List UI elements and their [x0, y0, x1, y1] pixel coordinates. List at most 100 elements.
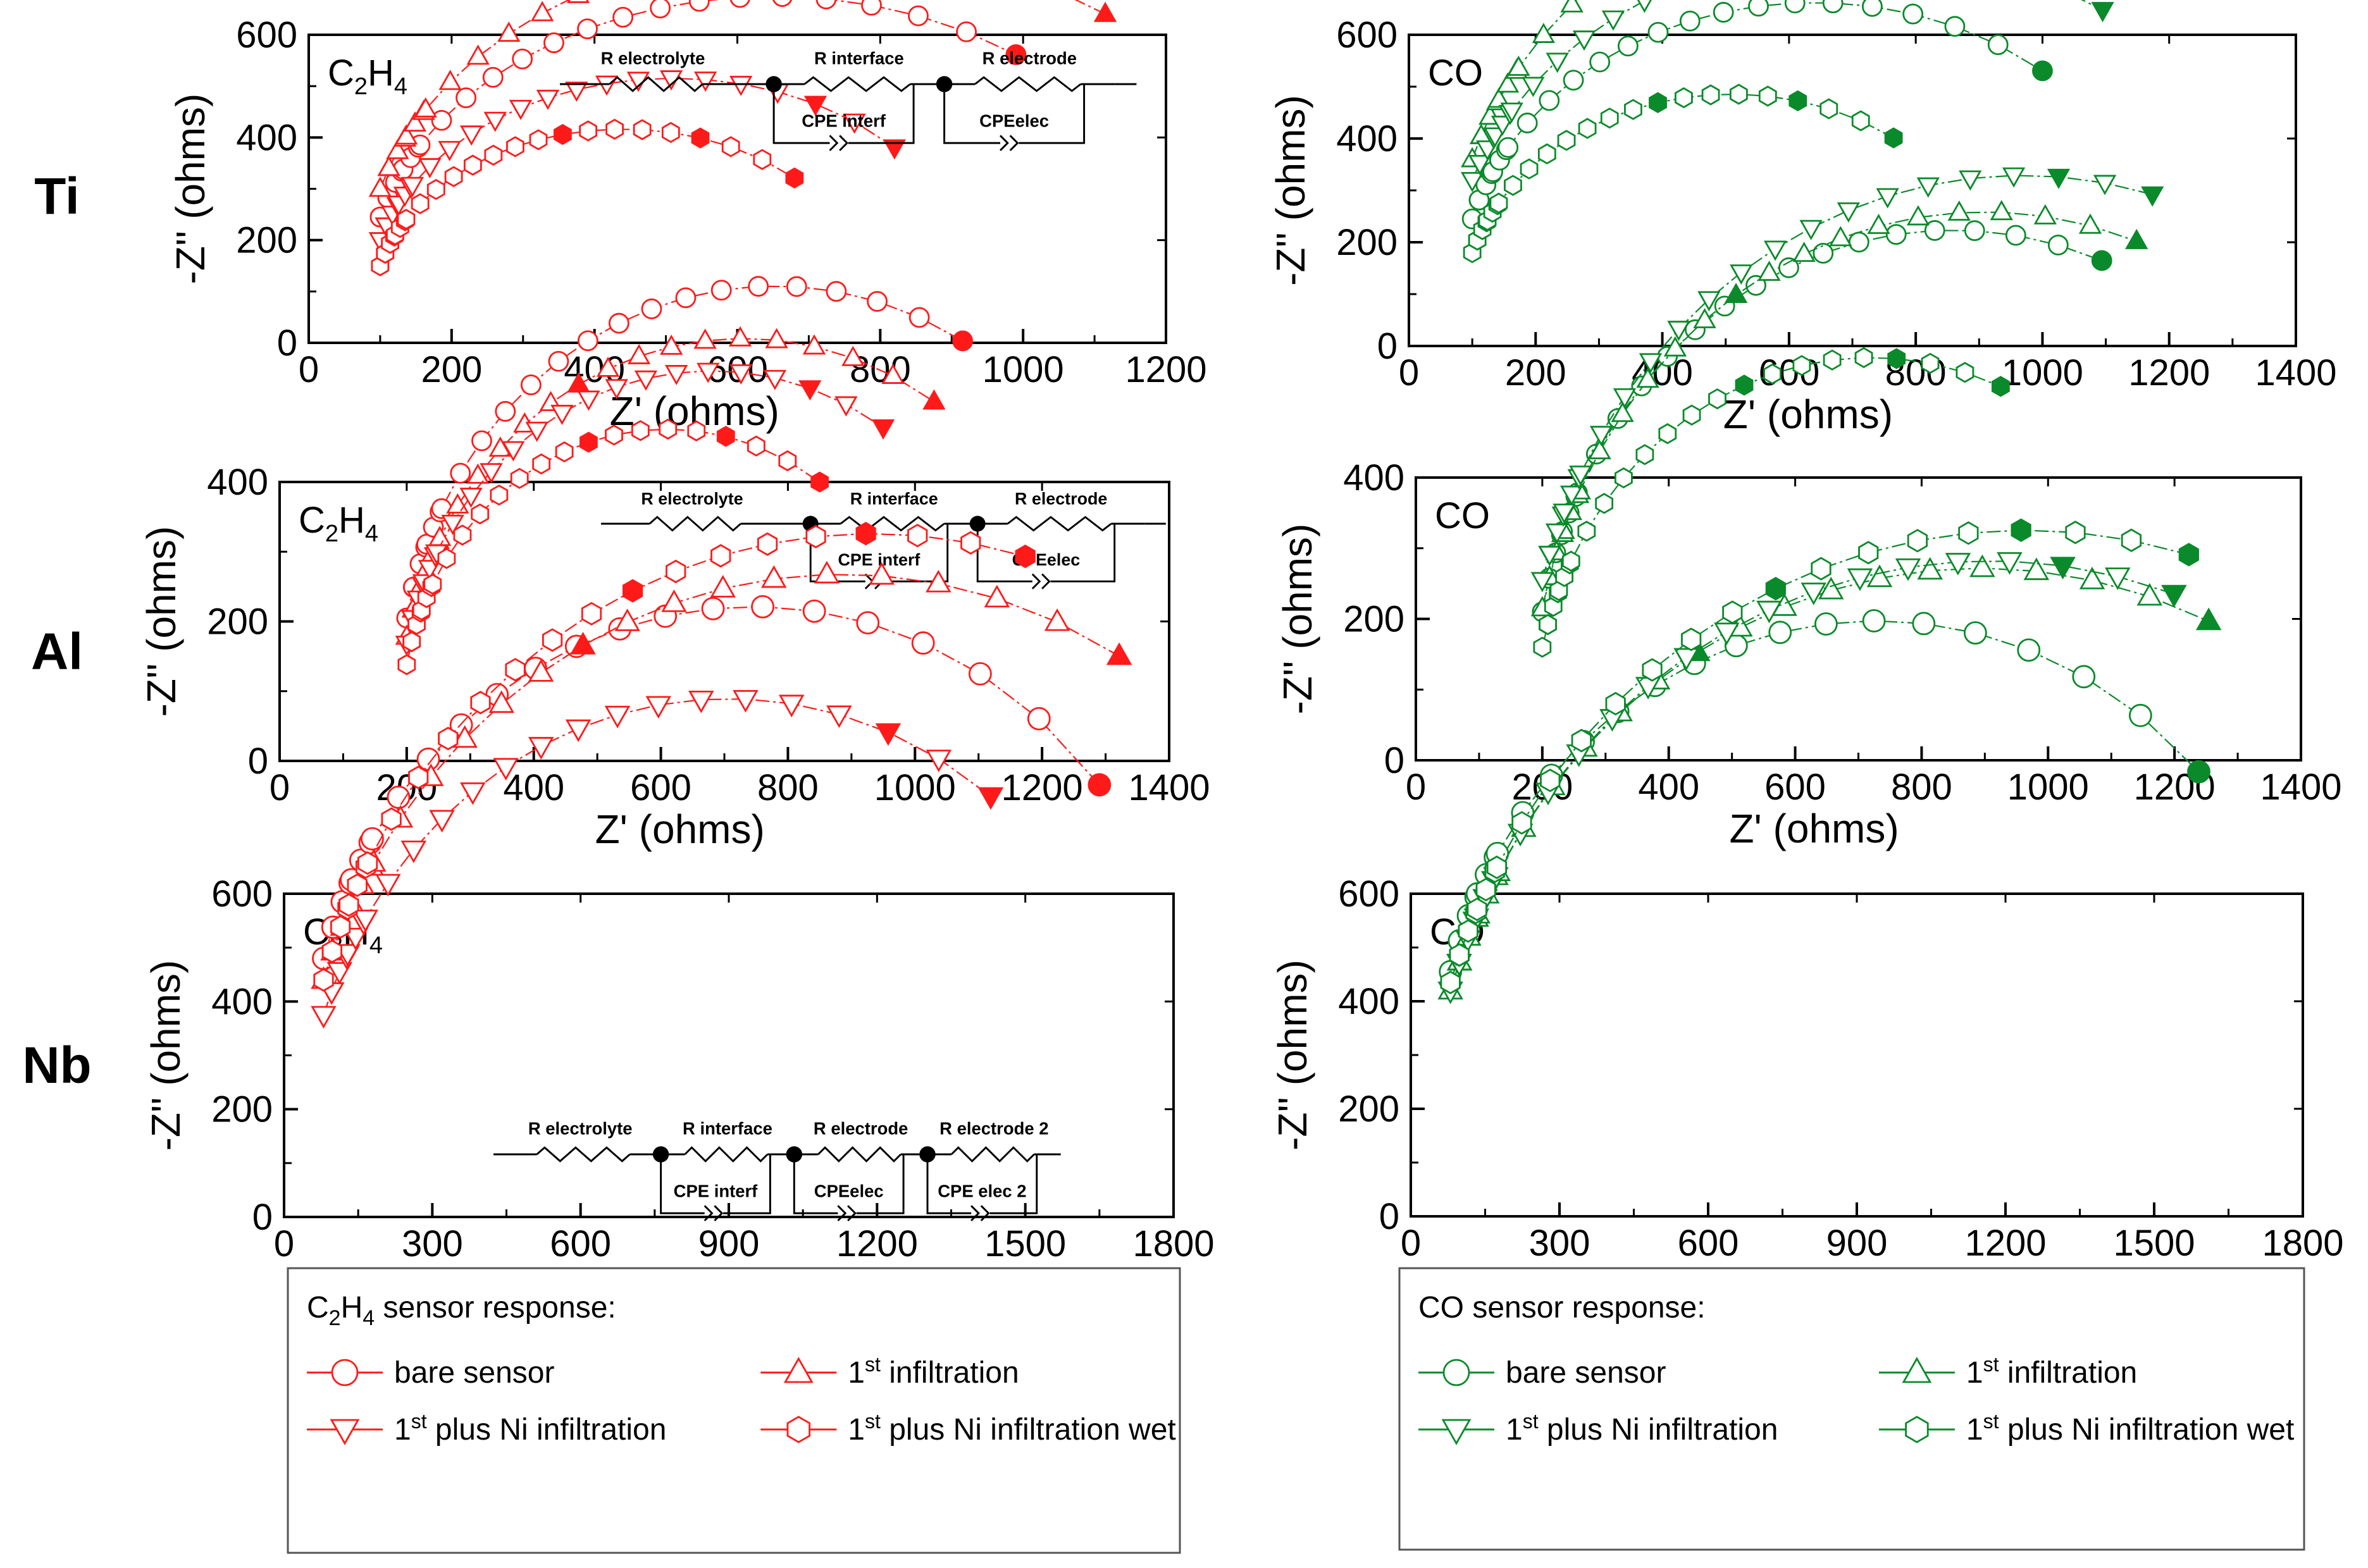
marker-triangle-down: [1763, 240, 1787, 261]
marker-triangle-down: [798, 380, 822, 401]
cpe-symbol: [970, 1205, 980, 1221]
x-tick-label: 1500: [2113, 1223, 2195, 1264]
legend-item: 1st plus Ni infiltration: [1418, 1410, 1778, 1447]
marker-triangle-up: [488, 690, 514, 713]
x-tick-label: 0: [1399, 352, 1419, 393]
resistor-symbol: [840, 515, 945, 532]
series-circle: [1461, 0, 2053, 230]
legend-label: 1st plus Ni infiltration: [1506, 1410, 1778, 1447]
marker-triangle-up: [1969, 554, 1995, 577]
marker-hexagon: [397, 654, 416, 676]
legend-item: 1st infiltration: [1878, 1353, 2137, 1390]
marker-triangle-down: [577, 390, 600, 411]
marker-triangle-down: [1756, 600, 1782, 624]
marker-triangle-up: [922, 389, 946, 410]
marker-circle: [577, 330, 598, 352]
x-tick-label: 300: [1529, 1223, 1590, 1264]
circuit-label: R electrode 2: [939, 1119, 1048, 1139]
marker-triangle-up: [1902, 1357, 1932, 1383]
circuit-label: R electrolyte: [528, 1119, 633, 1139]
marker-circle: [956, 21, 977, 42]
marker-triangle-up: [1487, 87, 1511, 108]
marker-circle: [701, 596, 725, 620]
marker-hexagon: [2011, 518, 2031, 542]
legend-item: bare sensor: [307, 1356, 554, 1390]
marker-triangle-up: [403, 111, 427, 132]
circuit-label: CPE elec 2: [938, 1182, 1026, 1201]
y-tick-label: 400: [207, 462, 268, 503]
marker-hexagon: [1887, 348, 1906, 369]
x-tick-label: 1400: [1128, 767, 1210, 808]
legend-label: 1st plus Ni infiltration: [394, 1410, 666, 1447]
marker-circle: [1784, 0, 1806, 14]
marker-circle: [1563, 70, 1584, 91]
series-triangle-down: [311, 689, 1004, 1029]
marker-hexagon: [753, 149, 772, 170]
marker-hexagon: [2121, 528, 2142, 552]
marker-hexagon: [1595, 493, 1614, 514]
x-tick-label: 1200: [836, 1223, 918, 1264]
legend-label: 1st infiltration: [848, 1353, 1019, 1390]
circuit-label: R electrode: [814, 1119, 908, 1139]
marker-triangle-up: [2079, 566, 2105, 590]
marker-triangle-down: [733, 689, 759, 713]
cpe-symbol: [837, 1205, 847, 1221]
marker-hexagon: [1765, 577, 1786, 601]
x-tick-label: 0: [1406, 767, 1426, 808]
marker-triangle-down: [565, 719, 592, 743]
marker-hexagon: [321, 939, 343, 963]
marker-hexagon: [542, 628, 563, 652]
x-tick-label: 0: [270, 767, 290, 808]
y-tick-label: 400: [236, 117, 297, 158]
marker-triangle-down: [400, 176, 425, 197]
marker-triangle-up: [2195, 607, 2222, 631]
x-tick-label: 200: [1505, 352, 1566, 393]
x-tick-label: 1000: [874, 767, 956, 808]
marker-circle: [1964, 220, 1985, 242]
gas-label: CO: [1435, 495, 1490, 536]
circuit-wire: [989, 1154, 1038, 1214]
circuit-label: R electrode: [983, 49, 1077, 68]
x-tick-label: 0: [1401, 1223, 1421, 1264]
marker-triangle-down: [729, 364, 753, 385]
marker-triangle-up: [1693, 307, 1716, 328]
equivalent-circuit: R electrolyte R interface CPE interf R elec…: [601, 489, 1166, 590]
series-hexagon: [313, 522, 1036, 992]
marker-hexagon: [381, 807, 402, 831]
marker-circle: [1944, 16, 1966, 37]
y-tick-label: 600: [1338, 874, 1399, 915]
marker-hexagon: [397, 209, 416, 230]
marker-triangle-up: [414, 97, 437, 118]
marker-hexagon: [2178, 543, 2199, 567]
marker-hexagon: [1520, 158, 1539, 180]
marker-triangle-down: [634, 370, 658, 391]
marker-circle: [826, 281, 847, 302]
marker-triangle-down: [460, 125, 483, 146]
marker-circle: [1748, 0, 1769, 17]
chart-al-c2h4: 0 200 400 600 800 1000 1200 1400 0 200 400 Z' (ohms…: [139, 276, 1210, 852]
marker-triangle-up: [728, 326, 752, 347]
marker-circle: [968, 662, 992, 686]
marker-triangle-down: [2091, 2, 2114, 23]
marker-hexagon: [437, 548, 456, 569]
y-axis-label: -Z'' (ohms): [1275, 524, 1320, 715]
marker-triangle-down: [1837, 202, 1861, 223]
marker-triangle-up: [760, 565, 787, 588]
marker-hexagon: [463, 154, 482, 176]
marker-circle: [710, 280, 732, 301]
marker-circle: [331, 1359, 359, 1386]
x-axis-label: Z' (ohms): [1723, 392, 1893, 437]
marker-circle: [856, 611, 880, 635]
x-tick-label: 400: [503, 767, 564, 808]
marker-hexagon: [1675, 87, 1693, 109]
marker-hexagon: [1440, 970, 1461, 994]
marker-triangle-down: [326, 962, 353, 985]
y-tick-label: 600: [211, 874, 273, 915]
marker-hexagon: [1449, 943, 1470, 967]
marker-triangle-down: [1637, 0, 1652, 13]
marker-triangle-down: [2104, 567, 2131, 590]
marker-triangle-up: [2136, 583, 2163, 606]
x-axis-label: Z' (ohms): [595, 806, 765, 852]
x-tick-label: 1800: [2262, 1223, 2343, 1264]
marker-triangle-up: [1947, 200, 1971, 221]
